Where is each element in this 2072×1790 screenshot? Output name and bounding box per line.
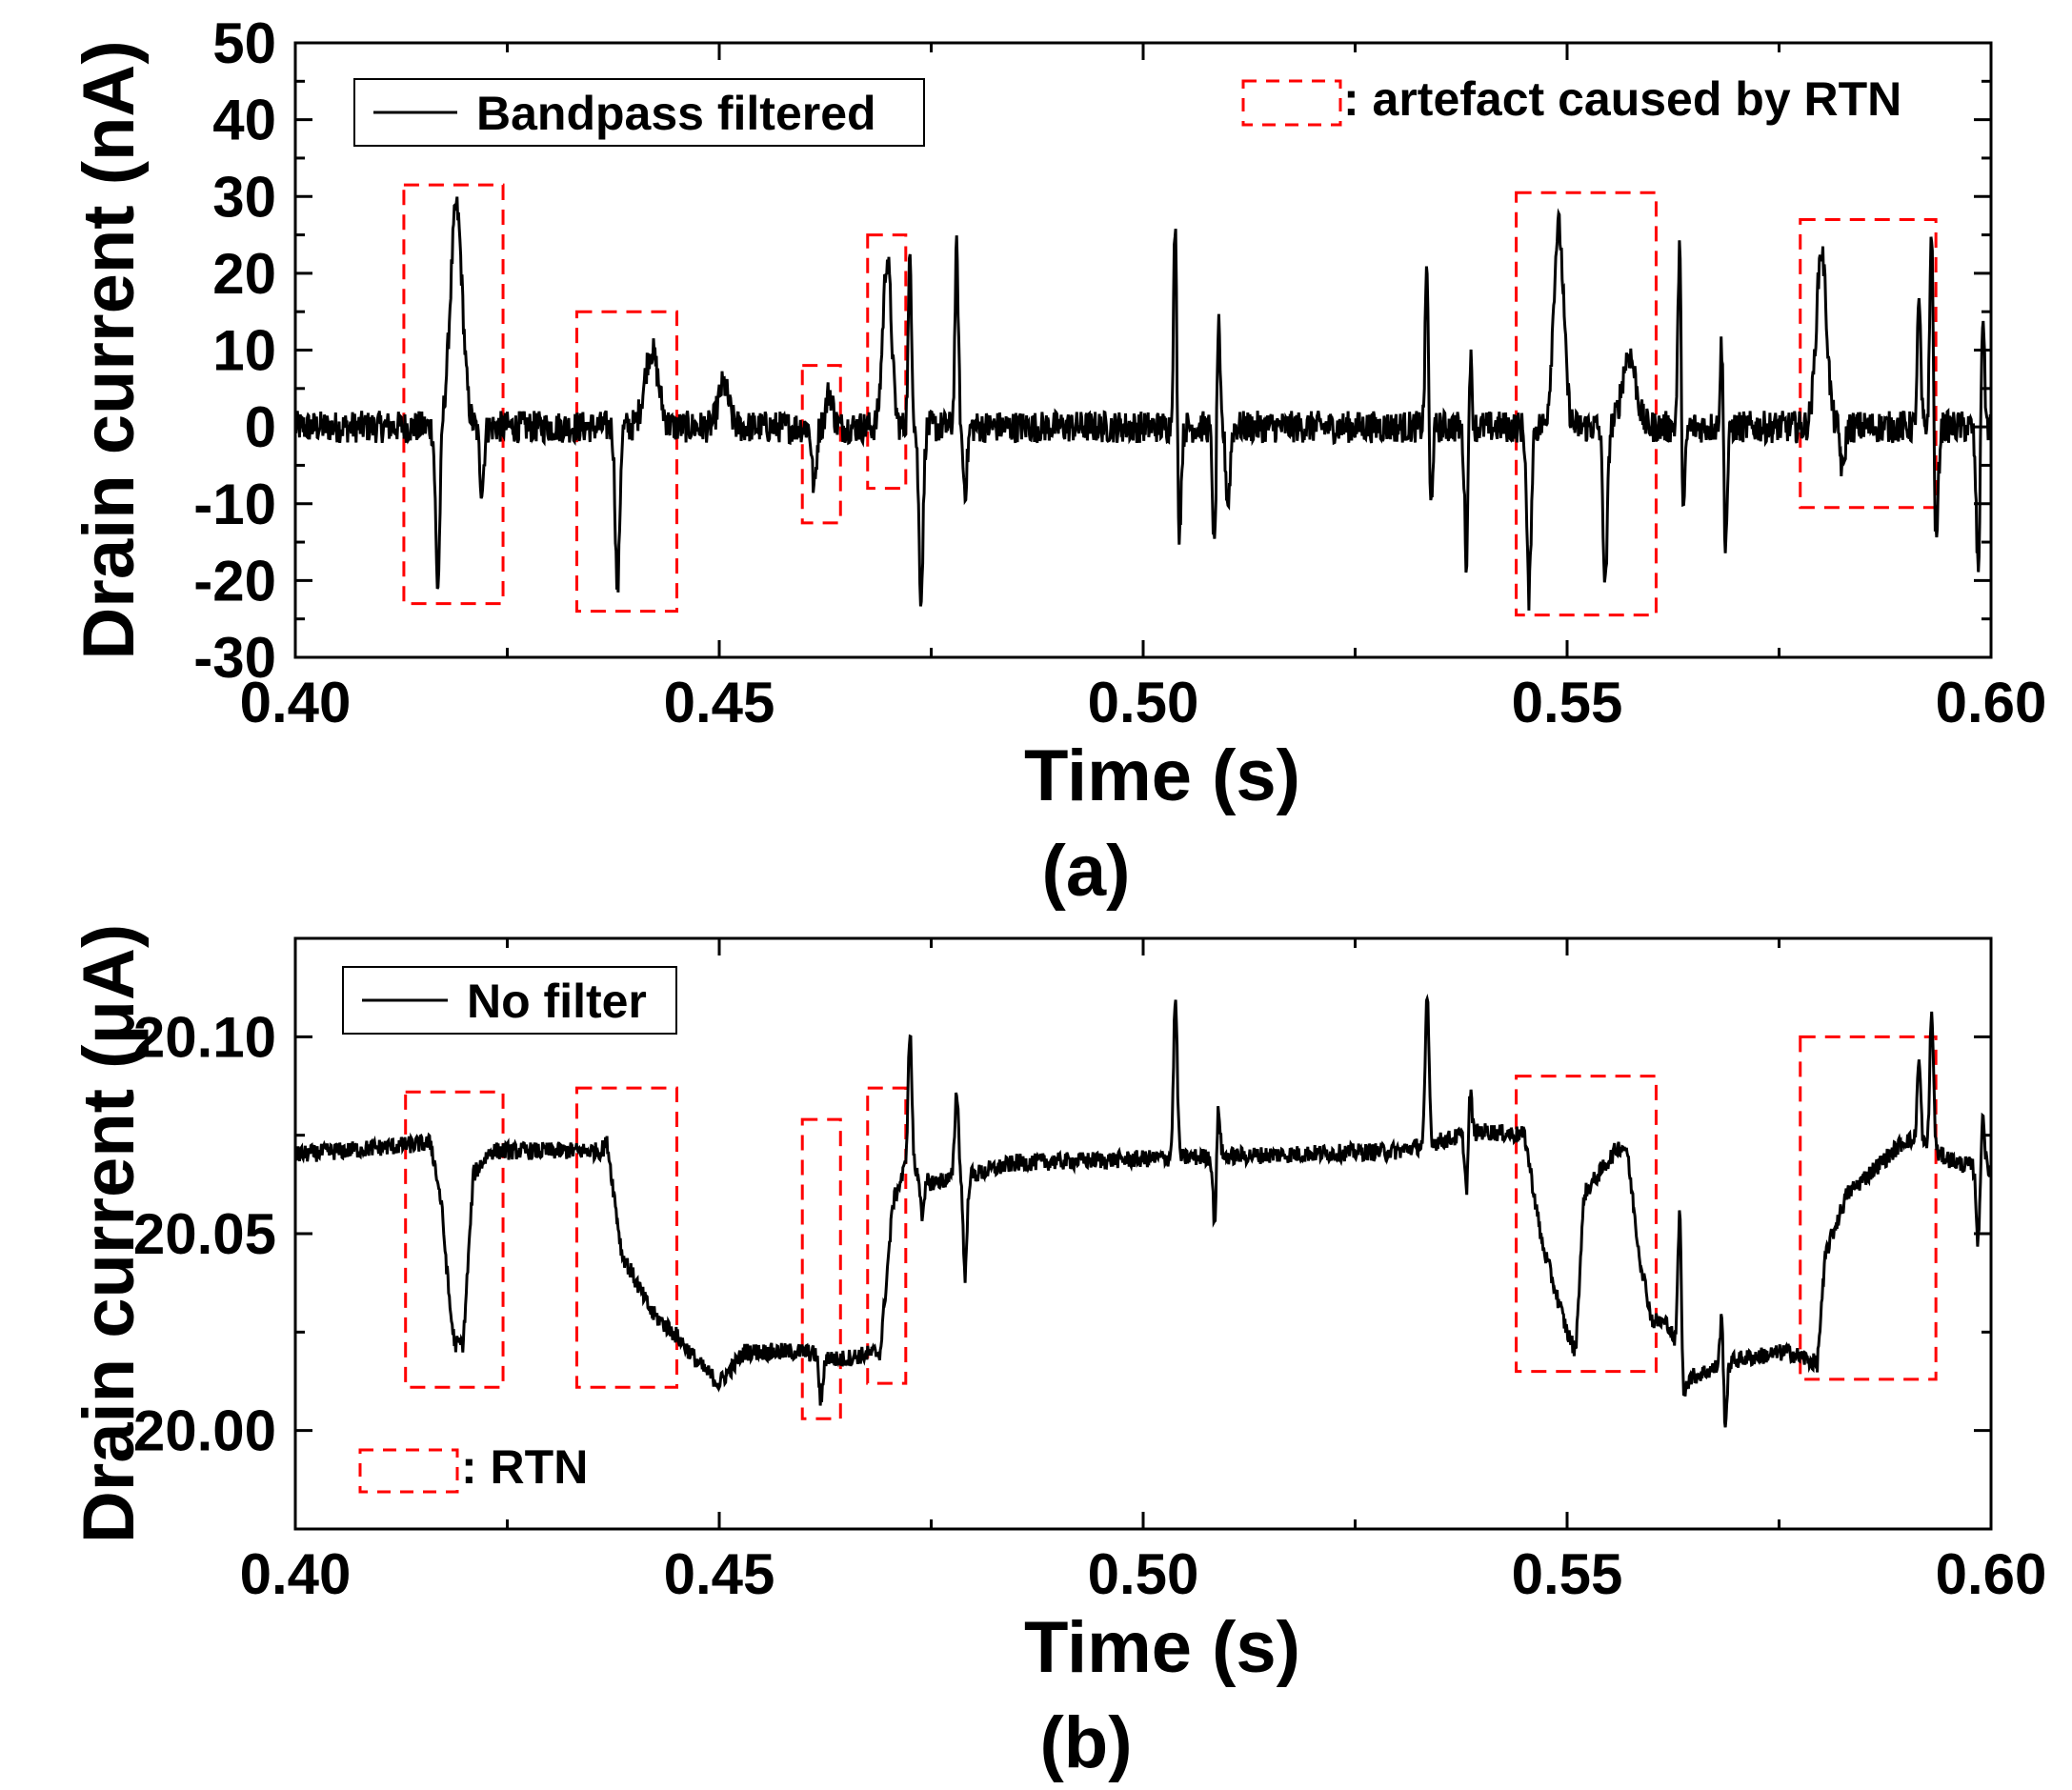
y-tick-label: 20.05 [133,1202,276,1266]
panel-b-legend-label: No filter [467,975,647,1028]
x-tick-label: 0.55 [1512,671,1623,734]
panel-a-x-axis-title: Time (s) [1024,735,1300,816]
x-tick-label: 0.50 [1088,671,1199,734]
panel-b-chart: 0.40 0.45 0.50 0.55 0.60 20.00 20.05 20.10 No f… [69,924,2046,1783]
x-tick-label: 0.60 [1936,671,2047,734]
panel-b-label: (b) [1039,1702,1132,1783]
x-tick-label: 0.40 [240,671,352,734]
panel-b-y-axis-title: Drain current (μA) [69,924,150,1543]
panel-b-box-legend-label: : RTN [461,1440,588,1494]
y-tick-label: 0 [245,395,276,459]
y-tick-label: 10 [212,319,276,383]
y-tick-label: 30 [212,165,276,229]
x-tick-label: 0.40 [240,1542,352,1606]
rtn-box [574,310,678,613]
y-tick-label: -20 [193,549,276,613]
panel-a-chart: 0.40 0.45 0.50 0.55 0.60 -30 -20 -10 0 10 20 30 40 50… [69,11,2046,912]
panel-a-y-axis-title: Drain current (nA) [69,40,150,659]
rtn-box [866,233,908,491]
panel-a-legend-label: Bandpass filtered [476,87,876,140]
y-tick-label: 50 [212,11,276,75]
rtn-box [1515,191,1658,617]
rtn-box [866,1086,908,1385]
panel-a-series-line [293,196,1993,611]
panel-a-box-legend-label: : artefact caused by RTN [1343,72,1901,126]
y-tick-label: 20.10 [133,1005,276,1069]
rtn-box [402,183,505,606]
rtn-box [1799,217,1938,510]
y-tick-label: 20.00 [133,1399,276,1463]
rtn-box [800,1117,842,1420]
y-tick-label: 20 [212,242,276,306]
x-tick-label: 0.55 [1512,1542,1623,1606]
panel-b-box-legend-symbol [358,1448,459,1494]
x-tick-label: 0.45 [664,671,775,734]
x-tick-label: 0.50 [1088,1542,1199,1606]
panel-b-x-axis-title: Time (s) [1024,1607,1300,1688]
panel-a-box-legend-symbol [1241,79,1342,127]
rtn-box [574,1086,678,1389]
y-tick-label: -10 [193,473,276,536]
y-tick-label: 40 [212,89,276,152]
rtn-box [1799,1035,1938,1381]
x-tick-label: 0.45 [664,1542,775,1606]
y-tick-label: -30 [193,626,276,690]
panel-a-label: (a) [1042,831,1131,912]
rtn-box [800,364,842,525]
panel-b-series-line [293,994,1993,1428]
x-tick-label: 0.60 [1936,1542,2047,1606]
rtn-box [1515,1075,1658,1374]
